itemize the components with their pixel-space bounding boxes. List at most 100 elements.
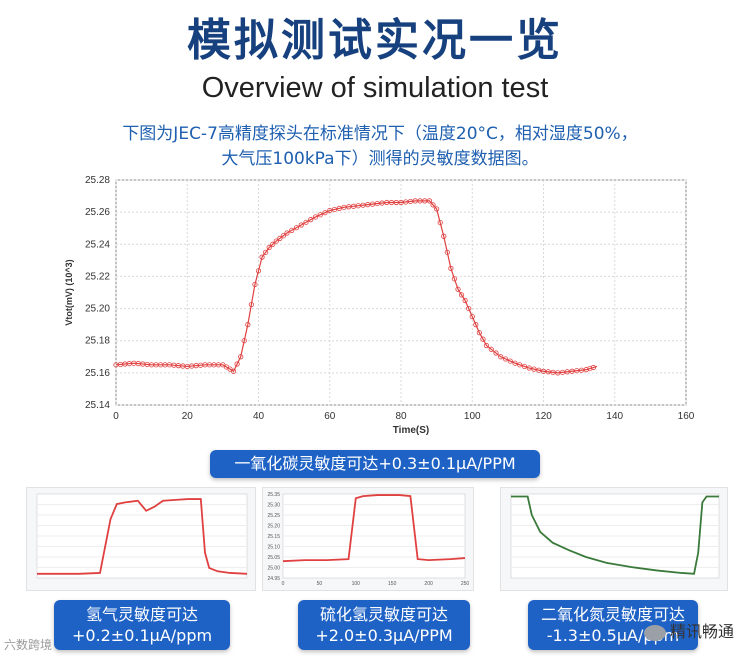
co-sensitivity-badge: 一氧化碳灵敏度可达+0.3±0.1μA/PPM — [210, 450, 540, 478]
x-tick-label: 0 — [113, 411, 119, 422]
data-point — [234, 361, 240, 367]
data-point — [298, 222, 304, 228]
x-tick-label: 40 — [253, 411, 265, 422]
mini-series-line — [282, 494, 466, 563]
data-point — [317, 212, 323, 218]
data-point — [448, 265, 454, 271]
data-point — [444, 249, 450, 255]
y-tick-label: 25.20 — [85, 304, 110, 315]
h2s-mini-chart: 25.35 25.30 25.25 25.20 25.15 25.10 25.05 25.00… — [267, 492, 470, 587]
data-point — [550, 369, 556, 375]
data-point — [355, 203, 361, 209]
mini-x-tick-label: 150 — [388, 581, 397, 587]
x-tick-label: 100 — [464, 411, 481, 422]
data-point — [536, 367, 542, 373]
data-point — [266, 244, 272, 251]
data-point — [512, 360, 518, 366]
data-point — [469, 314, 475, 320]
data-point — [308, 217, 314, 223]
no2-badge-line-1: 二氧化氮灵敏度可达 — [540, 605, 685, 624]
mini-x-tick-label: 250 — [461, 581, 470, 587]
mini-y-tick-label: 25.35 — [267, 492, 280, 498]
data-point — [590, 364, 596, 371]
mini-y-tick-label: 25.20 — [267, 524, 280, 530]
data-point — [230, 368, 237, 374]
data-point — [462, 297, 468, 304]
y-tick-label: 25.16 — [85, 368, 110, 379]
data-point — [559, 369, 566, 375]
data-point — [360, 202, 366, 208]
data-point — [569, 368, 575, 374]
data-point — [280, 233, 287, 239]
data-point — [434, 206, 440, 212]
x-tick-label: 160 — [678, 411, 695, 422]
data-point — [466, 305, 472, 312]
y-tick-label: 25.22 — [85, 271, 110, 282]
mini-series-line — [37, 498, 248, 575]
data-point — [473, 322, 479, 328]
data-point — [455, 286, 461, 292]
description-line-1: 下图为JEC-7高精度探头在标准情况下（温度20°C，相对湿度50%， — [122, 124, 638, 144]
no2-mini-chart-panel — [500, 487, 728, 591]
data-point — [322, 210, 328, 216]
mini-x-tick-label: 0 — [282, 581, 285, 587]
data-point — [331, 206, 338, 213]
description: 下图为JEC-7高精度探头在标准情况下（温度20°C，相对湿度50%， 大气压1… — [60, 122, 700, 172]
data-point — [458, 292, 465, 298]
h2s-sensitivity-badge: 硫化氢灵敏度可达 +2.0±0.3μA/PPM — [298, 600, 470, 650]
data-point — [346, 204, 352, 210]
data-point — [540, 368, 547, 374]
data-point — [289, 227, 295, 233]
data-point — [578, 367, 585, 373]
no2-mini-chart — [510, 493, 720, 579]
data-point — [336, 205, 342, 211]
h2s-badge-line-2: +2.0±0.3μA/PPM — [315, 626, 453, 645]
y-tick-label: 25.24 — [85, 239, 110, 250]
h2s-badge-line-1: 硫化氢灵敏度可达 — [319, 605, 448, 624]
data-point — [583, 367, 589, 373]
data-point — [480, 336, 486, 342]
data-point — [555, 370, 561, 376]
data-point — [476, 330, 482, 336]
y-tick-label: 25.18 — [85, 336, 110, 347]
data-point — [248, 301, 254, 308]
data-point — [284, 230, 290, 236]
data-point — [263, 249, 269, 255]
mini-series-line — [511, 495, 719, 575]
h2-badge-line-2: +0.2±0.1μA/ppm — [71, 626, 213, 645]
data-point — [277, 235, 283, 241]
watermark-right-text: 精讯畅通 — [669, 622, 734, 641]
data-point — [369, 201, 376, 207]
mini-y-tick-label: 25.15 — [267, 534, 280, 540]
data-point — [441, 233, 447, 239]
h2s-mini-chart-panel: 25.35 25.30 25.25 25.20 25.15 25.10 25.05 25.00… — [262, 487, 474, 591]
data-point — [507, 358, 513, 364]
x-tick-label: 60 — [324, 411, 336, 422]
data-point — [545, 369, 551, 375]
h2-badge-line-1: 氢气灵敏度可达 — [85, 605, 198, 624]
data-point — [437, 219, 443, 226]
data-point — [517, 362, 523, 368]
data-point — [312, 214, 319, 220]
h2-mini-chart-panel — [26, 487, 256, 591]
data-point — [426, 198, 433, 204]
data-point — [488, 346, 494, 352]
x-axis-label: Time(S) — [393, 425, 430, 436]
data-point — [483, 342, 490, 349]
data-point — [238, 354, 244, 360]
page-subtitle: Overview of simulation test — [201, 72, 549, 104]
data-point — [587, 365, 593, 372]
data-point — [398, 199, 404, 206]
h2-sensitivity-badge: 氢气灵敏度可达 +0.2±0.1μA/ppm — [54, 600, 230, 650]
data-point — [531, 366, 537, 372]
data-point — [241, 338, 247, 344]
watermark-left: 六数跨境 — [4, 638, 53, 652]
description-line-2: 大气压100kPa下）测得的灵敏度数据图。 — [221, 149, 539, 169]
main-sensitivity-chart: 0 20 40 60 80 100 120 140 160 25.14 25.16 25.18 25.2… — [64, 175, 695, 436]
mini-y-tick-label: 25.05 — [267, 555, 280, 561]
watermark-right: 精讯畅通 — [643, 618, 734, 642]
data-point — [255, 268, 262, 274]
data-point — [521, 363, 528, 370]
data-point — [327, 207, 333, 214]
data-point — [245, 322, 251, 328]
